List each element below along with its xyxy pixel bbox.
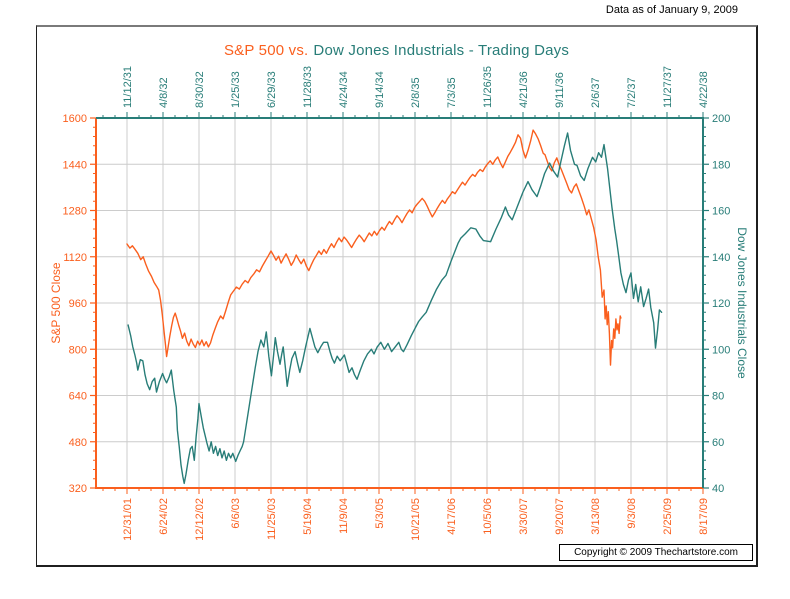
top-date-label: 4/8/32 <box>158 77 170 108</box>
right-tick-label: 140 <box>712 252 730 264</box>
left-axis-title: S&P 500 Close <box>49 262 63 343</box>
copyright-text: Copyright © 2009 Thechartstore.com <box>574 547 738 558</box>
right-tick-label: 60 <box>712 437 724 449</box>
right-tick-label: 40 <box>712 483 724 495</box>
top-date-label: 4/22/38 <box>698 71 710 108</box>
left-tick-label: 1120 <box>63 252 87 264</box>
left-tick-label: 640 <box>69 391 87 403</box>
top-date-label: 7/3/35 <box>446 77 458 108</box>
bottom-date-label: 9/20/07 <box>554 498 566 535</box>
bottom-date-label: 6/24/02 <box>158 498 170 535</box>
bottom-date-label: 12/12/02 <box>194 498 206 541</box>
right-tick-label: 160 <box>712 206 730 218</box>
bottom-date-label: 5/3/05 <box>374 498 386 529</box>
left-tick-label: 960 <box>69 298 87 310</box>
right-tick-label: 100 <box>712 344 730 356</box>
right-tick-label: 120 <box>712 298 730 310</box>
top-date-label: 4/21/36 <box>518 71 530 108</box>
bottom-date-label: 9/3/08 <box>626 498 638 529</box>
chart-title-dow: Dow Jones Industrials - Trading Days <box>313 42 570 59</box>
left-tick-label: 1440 <box>63 159 87 171</box>
bottom-date-label: 11/25/03 <box>266 498 278 540</box>
data-as-of-label: Data as of January 9, 2009 <box>605 4 738 16</box>
left-tick-label: 800 <box>69 344 87 356</box>
bottom-date-label: 12/31/01 <box>122 498 134 541</box>
right-axis-title: Dow Jones Industrials Close <box>735 227 749 379</box>
dow-series-line <box>127 132 663 485</box>
bottom-date-label: 2/25/09 <box>662 498 674 535</box>
top-date-label: 11/12/31 <box>122 66 134 108</box>
right-tick-label: 200 <box>712 113 730 125</box>
bottom-date-label: 11/9/04 <box>338 498 350 534</box>
plot-border-teal <box>96 117 704 488</box>
top-date-label: 4/24/34 <box>338 71 350 108</box>
bottom-date-label: 8/17/09 <box>698 498 710 535</box>
top-date-label: 1/25/33 <box>230 71 242 108</box>
plot-border-orange <box>95 118 703 489</box>
bottom-date-label: 4/17/06 <box>446 498 458 535</box>
top-date-label: 11/28/33 <box>302 66 314 108</box>
copyright-box: Copyright © 2009 Thechartstore.com <box>559 544 753 561</box>
left-tick-label: 480 <box>69 437 87 449</box>
top-date-label: 8/30/32 <box>194 71 206 108</box>
chart-title-sp500: S&P 500 vs. <box>223 42 309 59</box>
bottom-date-label: 10/5/06 <box>482 498 494 535</box>
right-tick-label: 80 <box>712 391 724 403</box>
top-date-label: 2/8/35 <box>410 77 422 108</box>
chart-title: S&P 500 vs. Dow Jones Industrials - Tradi… <box>37 42 756 59</box>
top-date-label: 9/14/34 <box>374 71 386 108</box>
top-date-label: 7/2/37 <box>626 77 638 108</box>
left-tick-label: 1600 <box>63 113 87 125</box>
top-date-label: 11/26/35 <box>482 66 494 108</box>
top-date-label: 9/11/36 <box>554 72 566 108</box>
top-date-label: 11/27/37 <box>662 66 674 108</box>
bottom-date-label: 10/21/05 <box>410 498 422 541</box>
right-tick-label: 180 <box>712 159 730 171</box>
bottom-date-label: 3/30/07 <box>518 498 530 535</box>
sp500-series-line <box>126 129 622 366</box>
top-date-label: 2/6/37 <box>590 77 602 108</box>
left-tick-label: 320 <box>69 483 87 495</box>
bottom-date-label: 5/19/04 <box>302 498 314 535</box>
left-tick-label: 1280 <box>63 206 87 218</box>
bottom-date-label: 6/6/03 <box>230 498 242 529</box>
bottom-date-label: 3/13/08 <box>590 498 602 535</box>
top-date-label: 6/29/33 <box>266 71 278 108</box>
